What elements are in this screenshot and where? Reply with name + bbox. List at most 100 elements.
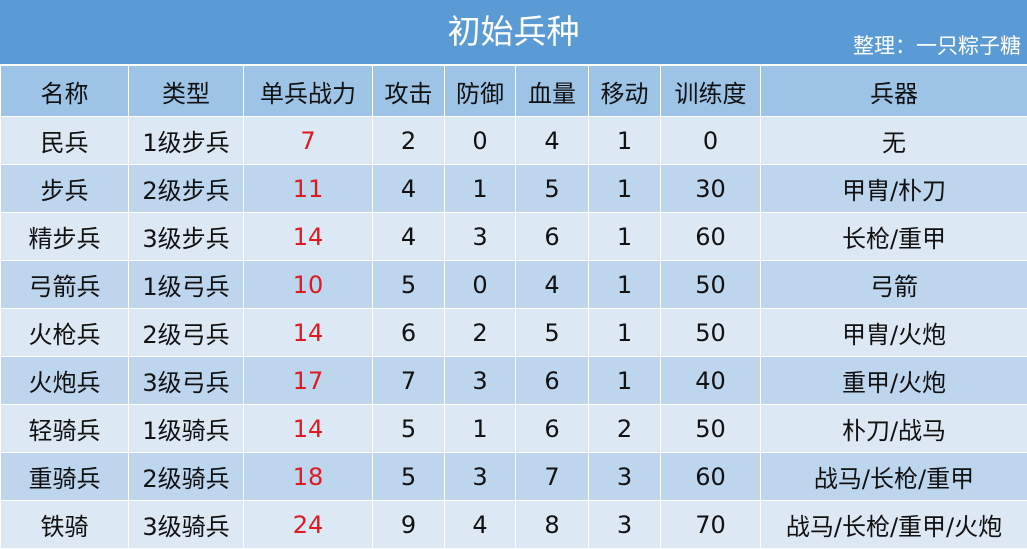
table-cell: 弓箭兵	[0, 260, 129, 309]
table-cell: 7	[515, 452, 589, 501]
table-cell: 4	[444, 500, 516, 549]
column-header: 名称	[0, 65, 129, 117]
table-cell: 重骑兵	[0, 452, 129, 501]
table-cell: 4	[515, 116, 589, 165]
column-header: 攻击	[372, 65, 445, 117]
table-cell: 无	[760, 116, 1027, 165]
table-cell: 3	[444, 356, 516, 405]
table-cell: 弓箭	[760, 260, 1027, 309]
table-cell: 重甲/火炮	[760, 356, 1027, 405]
table-cell: 2级弓兵	[128, 308, 244, 357]
column-header: 血量	[515, 65, 589, 117]
table-cell: 战马/长枪/重甲/火炮	[760, 500, 1027, 549]
table-cell: 70	[660, 500, 761, 549]
table-row: 重骑兵 2级骑兵 18 5 3 7 3 60 战马/长枪/重甲	[0, 452, 1027, 501]
table-row: 火枪兵 2级弓兵 14 6 2 5 1 50 甲胄/火炮	[0, 308, 1027, 357]
table-cell: 3	[444, 452, 516, 501]
table-cell: 精步兵	[0, 212, 129, 261]
table-row: 精步兵 3级步兵 14 4 3 6 1 60 长枪/重甲	[0, 212, 1027, 261]
table-cell: 24	[243, 500, 373, 549]
table-cell: 11	[243, 164, 373, 213]
table-cell: 朴刀/战马	[760, 404, 1027, 453]
table-cell: 18	[243, 452, 373, 501]
header-row: 名称 类型 单兵战力 攻击 防御 血量 移动 训练度 兵器	[0, 65, 1027, 117]
column-header: 类型	[128, 65, 244, 117]
table-row: 步兵 2级步兵 11 4 1 5 1 30 甲胄/朴刀	[0, 164, 1027, 213]
table-cell: 甲胄/朴刀	[760, 164, 1027, 213]
table-cell: 0	[444, 260, 516, 309]
table-cell: 50	[660, 404, 761, 453]
table-cell: 14	[243, 308, 373, 357]
table-cell: 17	[243, 356, 373, 405]
table-cell: 4	[372, 212, 445, 261]
table-cell: 5	[372, 404, 445, 453]
table-cell: 0	[444, 116, 516, 165]
unit-table: 名称 类型 单兵战力 攻击 防御 血量 移动 训练度 兵器 民兵 1级步兵 7 2 0 4 1 0 无步兵 2级步…	[0, 65, 1027, 549]
table-cell: 30	[660, 164, 761, 213]
table-cell: 2	[372, 116, 445, 165]
column-header: 训练度	[660, 65, 761, 117]
table-title-bar: 初始兵种 整理：一只粽子糖	[0, 0, 1027, 65]
table-cell: 60	[660, 212, 761, 261]
table-cell: 50	[660, 308, 761, 357]
table-cell: 8	[515, 500, 589, 549]
table-cell: 5	[372, 260, 445, 309]
table-cell: 1	[588, 164, 661, 213]
table-cell: 轻骑兵	[0, 404, 129, 453]
column-header: 防御	[444, 65, 516, 117]
table-cell: 2	[444, 308, 516, 357]
table-cell: 1	[588, 308, 661, 357]
table-row: 民兵 1级步兵 7 2 0 4 1 0 无	[0, 116, 1027, 165]
table-cell: 60	[660, 452, 761, 501]
credit-text: 整理：一只粽子糖	[853, 34, 1021, 58]
table-cell: 民兵	[0, 116, 129, 165]
table-cell: 6	[515, 212, 589, 261]
table-cell: 甲胄/火炮	[760, 308, 1027, 357]
table-cell: 1	[588, 260, 661, 309]
table-cell: 1级骑兵	[128, 404, 244, 453]
table-cell: 2级步兵	[128, 164, 244, 213]
column-header: 单兵战力	[243, 65, 373, 117]
table-cell: 2级骑兵	[128, 452, 244, 501]
table-row: 轻骑兵 1级骑兵 14 5 1 6 2 50 朴刀/战马	[0, 404, 1027, 453]
table-cell: 5	[515, 308, 589, 357]
table-cell: 3	[588, 452, 661, 501]
table-cell: 0	[660, 116, 761, 165]
table-cell: 战马/长枪/重甲	[760, 452, 1027, 501]
table-cell: 3级步兵	[128, 212, 244, 261]
table-cell: 40	[660, 356, 761, 405]
page-title: 初始兵种	[447, 12, 580, 51]
table-cell: 3	[588, 500, 661, 549]
table-row: 火炮兵 3级弓兵 17 7 3 6 1 40 重甲/火炮	[0, 356, 1027, 405]
table-cell: 7	[243, 116, 373, 165]
table-cell: 2	[588, 404, 661, 453]
table-cell: 步兵	[0, 164, 129, 213]
table-cell: 1	[444, 164, 516, 213]
table-cell: 长枪/重甲	[760, 212, 1027, 261]
table-row: 弓箭兵 1级弓兵 10 5 0 4 1 50 弓箭	[0, 260, 1027, 309]
table-cell: 4	[515, 260, 589, 309]
table-cell: 7	[372, 356, 445, 405]
table-row: 铁骑 3级骑兵 24 9 4 8 3 70 战马/长枪/重甲/火炮	[0, 500, 1027, 549]
table-cell: 6	[515, 356, 589, 405]
table-cell: 1级弓兵	[128, 260, 244, 309]
table-cell: 火炮兵	[0, 356, 129, 405]
table-cell: 1	[444, 404, 516, 453]
table-cell: 10	[243, 260, 373, 309]
table-cell: 铁骑	[0, 500, 129, 549]
column-header: 移动	[588, 65, 661, 117]
table-cell: 9	[372, 500, 445, 549]
table-cell: 4	[372, 164, 445, 213]
table-cell: 1	[588, 116, 661, 165]
table-cell: 火枪兵	[0, 308, 129, 357]
table-cell: 3级骑兵	[128, 500, 244, 549]
table-cell: 1级步兵	[128, 116, 244, 165]
table-cell: 5	[372, 452, 445, 501]
table-cell: 5	[515, 164, 589, 213]
table-cell: 3	[444, 212, 516, 261]
column-header: 兵器	[760, 65, 1027, 117]
table-cell: 1	[588, 212, 661, 261]
table-cell: 3级弓兵	[128, 356, 244, 405]
table-cell: 6	[372, 308, 445, 357]
table-cell: 1	[588, 356, 661, 405]
